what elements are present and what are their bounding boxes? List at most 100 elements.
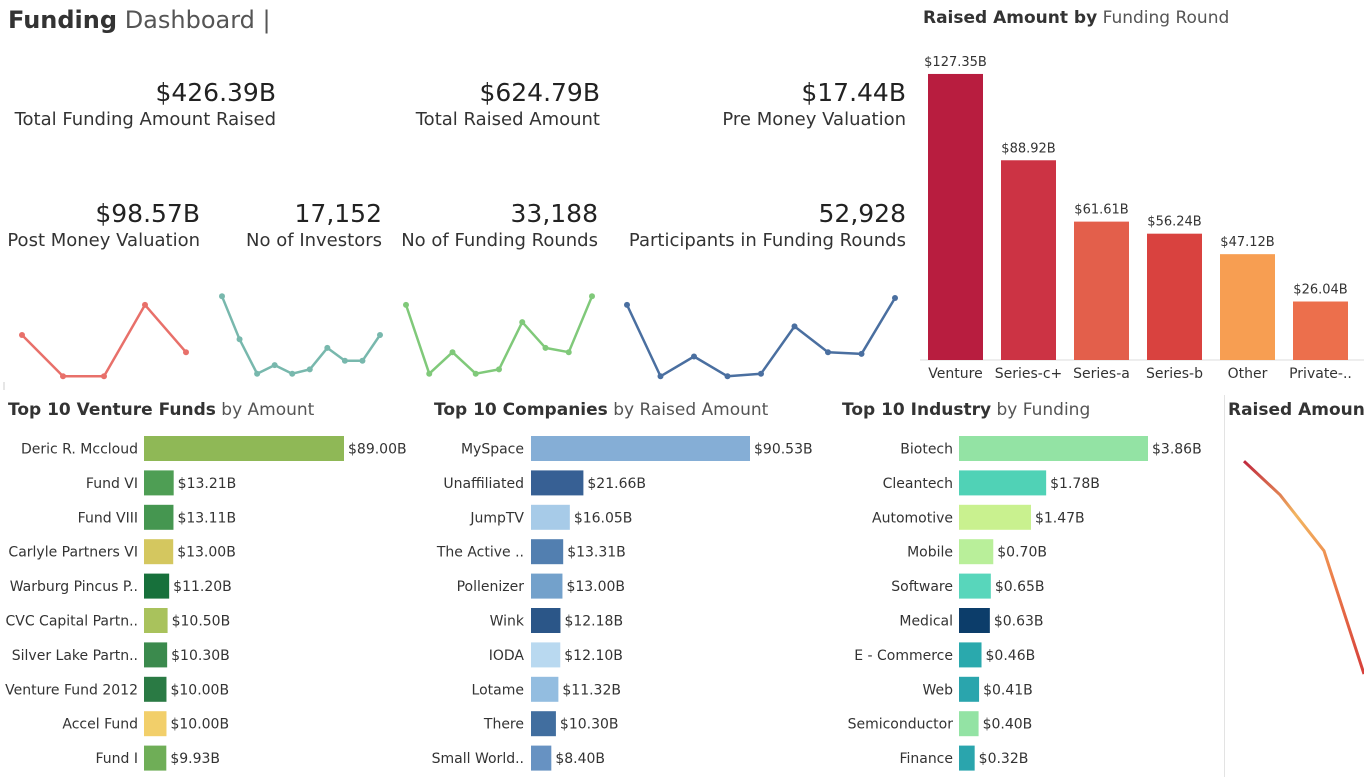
category-label: Cleantech [883, 476, 953, 492]
bar[interactable] [144, 711, 167, 737]
category-label: Deric R. Mccloud [21, 442, 138, 458]
category-label: Wink [490, 614, 525, 630]
bar[interactable] [1001, 160, 1056, 360]
sparkline-point [341, 357, 348, 364]
bar[interactable] [531, 676, 559, 702]
bar[interactable] [531, 711, 556, 737]
category-label: Semiconductor [848, 717, 954, 733]
bar[interactable] [1147, 233, 1202, 360]
sparkline-point [403, 301, 409, 308]
bar[interactable] [959, 745, 975, 771]
data-label: $13.00B [177, 545, 236, 561]
trend-title-bold: Raised Amount [1228, 400, 1364, 420]
bar[interactable] [531, 436, 750, 461]
data-label: $0.63B [994, 614, 1044, 630]
data-label: $13.31B [567, 545, 626, 561]
sparkline-point [377, 332, 383, 338]
category-label: Small World.. [432, 751, 524, 767]
category-label: The Active .. [436, 545, 524, 561]
category-label: E - Commerce [854, 648, 953, 664]
bar[interactable] [959, 642, 982, 668]
category-label: Software [891, 579, 953, 595]
kpi-label: Post Money Valuation [7, 230, 200, 251]
bar[interactable] [144, 745, 167, 771]
round-bar-chart: $127.35B Venture $88.92B Series-c+ $61.61B Se… [920, 55, 1364, 382]
bar[interactable] [1074, 221, 1129, 360]
bar[interactable] [531, 504, 570, 530]
category-label: Carlyle Partners VI [8, 545, 138, 561]
page-title: Funding Dashboard | [8, 6, 271, 34]
bar[interactable] [531, 573, 563, 599]
tick-label: Other [1228, 366, 1268, 382]
kpi-value: $426.39B [155, 78, 276, 107]
bar[interactable] [531, 470, 584, 496]
sparkline-point [542, 344, 549, 351]
bar[interactable] [959, 573, 991, 599]
bar[interactable] [531, 608, 561, 633]
kpi-total-raised: $624.79B Total Raised Amount [416, 78, 600, 132]
sparkline-point [791, 323, 798, 330]
bar[interactable] [144, 676, 167, 702]
sparkline-point [892, 295, 898, 302]
bar[interactable] [959, 539, 994, 565]
bar[interactable] [531, 539, 564, 565]
bar[interactable] [959, 504, 1031, 530]
bar[interactable] [144, 608, 168, 633]
sparkline-point [858, 350, 865, 357]
bar[interactable] [144, 436, 344, 461]
data-label: $56.24B [1147, 215, 1201, 230]
title-bold: Funding [8, 6, 118, 34]
sparkline-point [60, 373, 66, 380]
companies-chart-title: Top 10 Companies by Raised Amount [434, 400, 768, 420]
bar[interactable] [959, 676, 980, 702]
data-label: $10.30B [560, 717, 619, 733]
data-label: $1.78B [1050, 476, 1100, 492]
bar[interactable] [959, 470, 1047, 496]
bar[interactable] [959, 608, 990, 633]
bar[interactable] [959, 436, 1148, 461]
companies-title-rest: by Raised Amount [613, 400, 769, 420]
bar[interactable] [531, 745, 552, 771]
sparkline-point [426, 370, 433, 377]
data-label: $61.61B [1074, 203, 1128, 218]
kpi-total-funding: $426.39B Total Funding Amount Raised [15, 78, 276, 132]
sparkline-point [271, 362, 278, 369]
sparkline-point [519, 319, 526, 326]
sparkline-point [101, 373, 107, 380]
data-label: $16.05B [574, 510, 633, 526]
data-label: $13.11B [177, 510, 236, 526]
tick-label: Series-c+ [995, 366, 1063, 382]
tick-label: Private-.. [1289, 366, 1352, 382]
bar[interactable] [144, 539, 174, 565]
bar[interactable] [531, 642, 561, 668]
category-label: Venture Fund 2012 [5, 682, 138, 698]
bar[interactable] [959, 711, 979, 737]
companies-bar-chart: MySpace $90.53B Unaffiliated $21.66B JumpTV $… [432, 436, 813, 771]
bar[interactable] [144, 573, 170, 599]
sparkline-path [220, 295, 382, 375]
bar[interactable] [144, 504, 174, 530]
title-rest: Dashboard | [124, 6, 271, 34]
category-label: Lotame [472, 682, 524, 698]
data-label: $0.32B [979, 751, 1029, 767]
data-label: $1.47B [1035, 510, 1085, 526]
bar[interactable] [144, 642, 168, 668]
sparkline-path [625, 297, 897, 378]
sparkline-4 [624, 295, 898, 380]
bar[interactable] [1293, 301, 1348, 360]
bar[interactable] [1220, 254, 1275, 360]
kpi-label: Pre Money Valuation [722, 109, 906, 130]
sparkline-point [142, 301, 148, 308]
sparklines [3, 293, 898, 390]
data-label: $10.30B [171, 648, 230, 664]
kpi-value: 17,152 [294, 199, 382, 228]
category-label: Pollenizer [457, 579, 525, 595]
sparkline-point [19, 332, 25, 338]
data-label: $10.50B [172, 614, 231, 630]
round-title-bold: Raised Amount by [923, 8, 1098, 28]
bar[interactable] [144, 470, 174, 496]
bar[interactable] [928, 73, 983, 361]
category-label: Accel Fund [62, 717, 138, 733]
category-label: Finance [899, 751, 953, 767]
kpi-label: Total Raised Amount [415, 109, 600, 130]
